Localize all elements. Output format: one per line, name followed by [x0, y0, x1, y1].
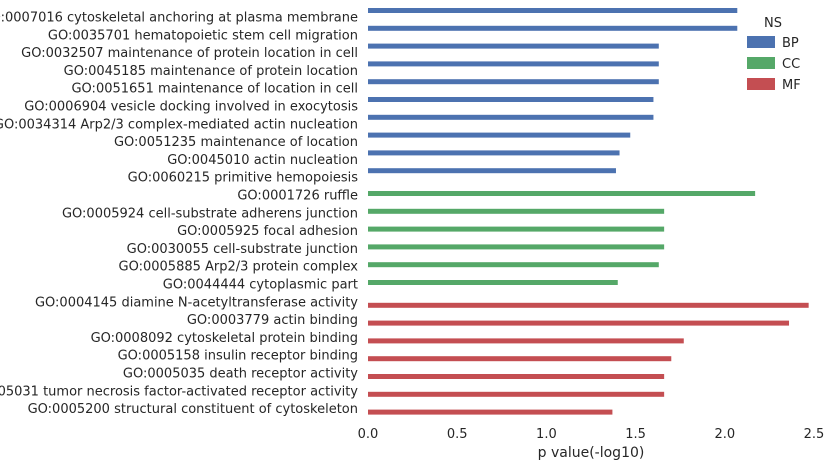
category-label: GO:0030055 cell-substrate junction — [127, 242, 358, 257]
category-label: GO:0001726 ruffle — [237, 189, 358, 204]
bar-cc-11 — [368, 208, 665, 214]
legend-swatch-cc — [747, 57, 775, 69]
x-tick-label: 2.5 — [804, 427, 825, 442]
bar-bp-3 — [368, 61, 659, 67]
category-label: GO:0006904 vesicle docking involved in e… — [24, 100, 358, 115]
bar-bp-7 — [368, 132, 631, 138]
bar-bp-1 — [368, 25, 738, 31]
category-label: GO:0034314 Arp2/3 complex-mediated actin… — [0, 117, 358, 132]
category-label: GO:0044444 cytoplasmic part — [163, 278, 358, 293]
category-label: GO:0051235 maintenance of location — [114, 135, 358, 150]
legend-label-cc: CC — [782, 57, 800, 72]
category-label: GO:0004145 diamine N-acetyltransferase a… — [35, 295, 358, 310]
x-axis-label: p value(-log10) — [538, 445, 645, 461]
category-label: GO:0005035 death receptor activity — [123, 367, 358, 382]
bar-cc-12 — [368, 226, 665, 232]
category-label: GO:0060215 primitive hemopoiesis — [128, 171, 359, 186]
legend-swatch-bp — [747, 36, 775, 48]
legend-title: NS — [764, 16, 782, 31]
x-tick-label: 0.0 — [358, 427, 379, 442]
category-label: GO:0005158 insulin receptor binding — [118, 349, 358, 364]
bar-cc-10 — [368, 191, 756, 196]
x-tick-label: 2.0 — [714, 427, 735, 442]
bar-cc-15 — [368, 280, 618, 285]
category-label: GO:0007016 cytoskeletal anchoring at pla… — [0, 11, 358, 26]
bar-bp-9 — [368, 168, 616, 174]
bar-mf-19 — [368, 356, 672, 362]
bar-bp-0 — [368, 8, 738, 13]
bar-cc-14 — [368, 262, 659, 268]
category-label: GO:0003779 actin binding — [187, 313, 358, 328]
category-label: GO:0032507 maintenance of protein locati… — [21, 46, 358, 61]
x-axis-ticks: 0.0 0.5 1.0 1.5 2.0 2.5 — [358, 427, 825, 442]
category-label: GO:0005031 tumor necrosis factor-activat… — [0, 384, 358, 399]
bar-mf-17 — [368, 320, 790, 326]
legend: NS BP CC MF — [747, 16, 801, 93]
category-label: GO:0045010 actin nucleation — [167, 153, 358, 168]
legend-swatch-mf — [747, 78, 775, 90]
bar-bp-8 — [368, 150, 620, 156]
bar-mf-18 — [368, 338, 684, 344]
bars-group — [368, 8, 809, 415]
category-label: GO:0045185 maintenance of protein locati… — [64, 64, 358, 79]
bar-mf-21 — [368, 391, 665, 397]
x-tick-label: 0.5 — [447, 427, 468, 442]
category-label: GO:0005885 Arp2/3 protein complex — [119, 260, 359, 275]
category-label: GO:0051651 maintenance of location in ce… — [71, 82, 358, 97]
bar-bp-4 — [368, 79, 659, 85]
bar-bp-6 — [368, 114, 654, 120]
category-label: GO:0035701 hematopoietic stem cell migra… — [48, 28, 358, 43]
legend-label-mf: MF — [782, 78, 801, 93]
category-label: GO:0005924 cell-substrate adherens junct… — [62, 206, 358, 221]
bar-mf-22 — [368, 409, 613, 415]
x-tick-label: 1.5 — [625, 427, 646, 442]
bar-bp-2 — [368, 43, 659, 49]
legend-label-bp: BP — [782, 36, 799, 51]
category-label: GO:0008092 cytoskeletal protein binding — [91, 331, 358, 346]
category-label: GO:0005200 structural constituent of cyt… — [28, 402, 358, 417]
bar-mf-20 — [368, 374, 665, 379]
bar-mf-16 — [368, 302, 809, 308]
bar-bp-5 — [368, 97, 654, 102]
x-tick-label: 1.0 — [536, 427, 557, 442]
category-labels: GO:0007016 cytoskeletal anchoring at pla… — [0, 11, 358, 418]
bar-cc-13 — [368, 244, 665, 250]
category-label: GO:0005925 focal adhesion — [177, 224, 358, 239]
